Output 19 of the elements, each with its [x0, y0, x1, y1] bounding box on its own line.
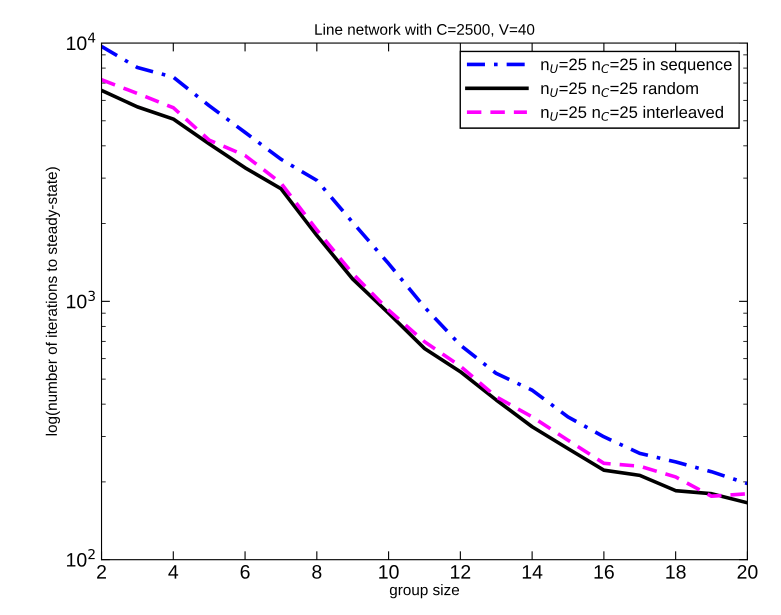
y-axis-title: log(number of iterations to steady-state)	[46, 167, 60, 436]
chart-title: Line network with C=2500, V=40	[315, 24, 534, 37]
y-tick-label: 10$^{3}$	[67, 290, 95, 308]
x-tick-label: 10	[379, 565, 399, 579]
x-tick-label: 18	[666, 565, 686, 579]
x-tick-label: 16	[594, 565, 614, 579]
y-tick-label: 10$^{2}$	[67, 549, 95, 567]
x-tick-label: 12	[451, 565, 470, 579]
legend-label: n$_{U}$=25 n$_{C}$=25 in sequence	[541, 58, 732, 74]
x-axis-title: group size	[390, 584, 460, 598]
x-tick-label: 2	[97, 565, 106, 579]
legend-label: n$_{U}$=25 n$_{C}$=25 interleaved	[541, 106, 723, 121]
x-tick-label: 20	[738, 565, 758, 579]
x-tick-label: 14	[522, 565, 542, 579]
x-tick-label: 6	[240, 565, 250, 579]
y-tick-label: 10$^{4}$	[67, 32, 96, 50]
x-tick-label: 8	[312, 565, 322, 579]
x-tick-label: 4	[168, 565, 178, 579]
legend-label: n$_{U}$=25 n$_{C}$=25 random	[541, 82, 698, 97]
